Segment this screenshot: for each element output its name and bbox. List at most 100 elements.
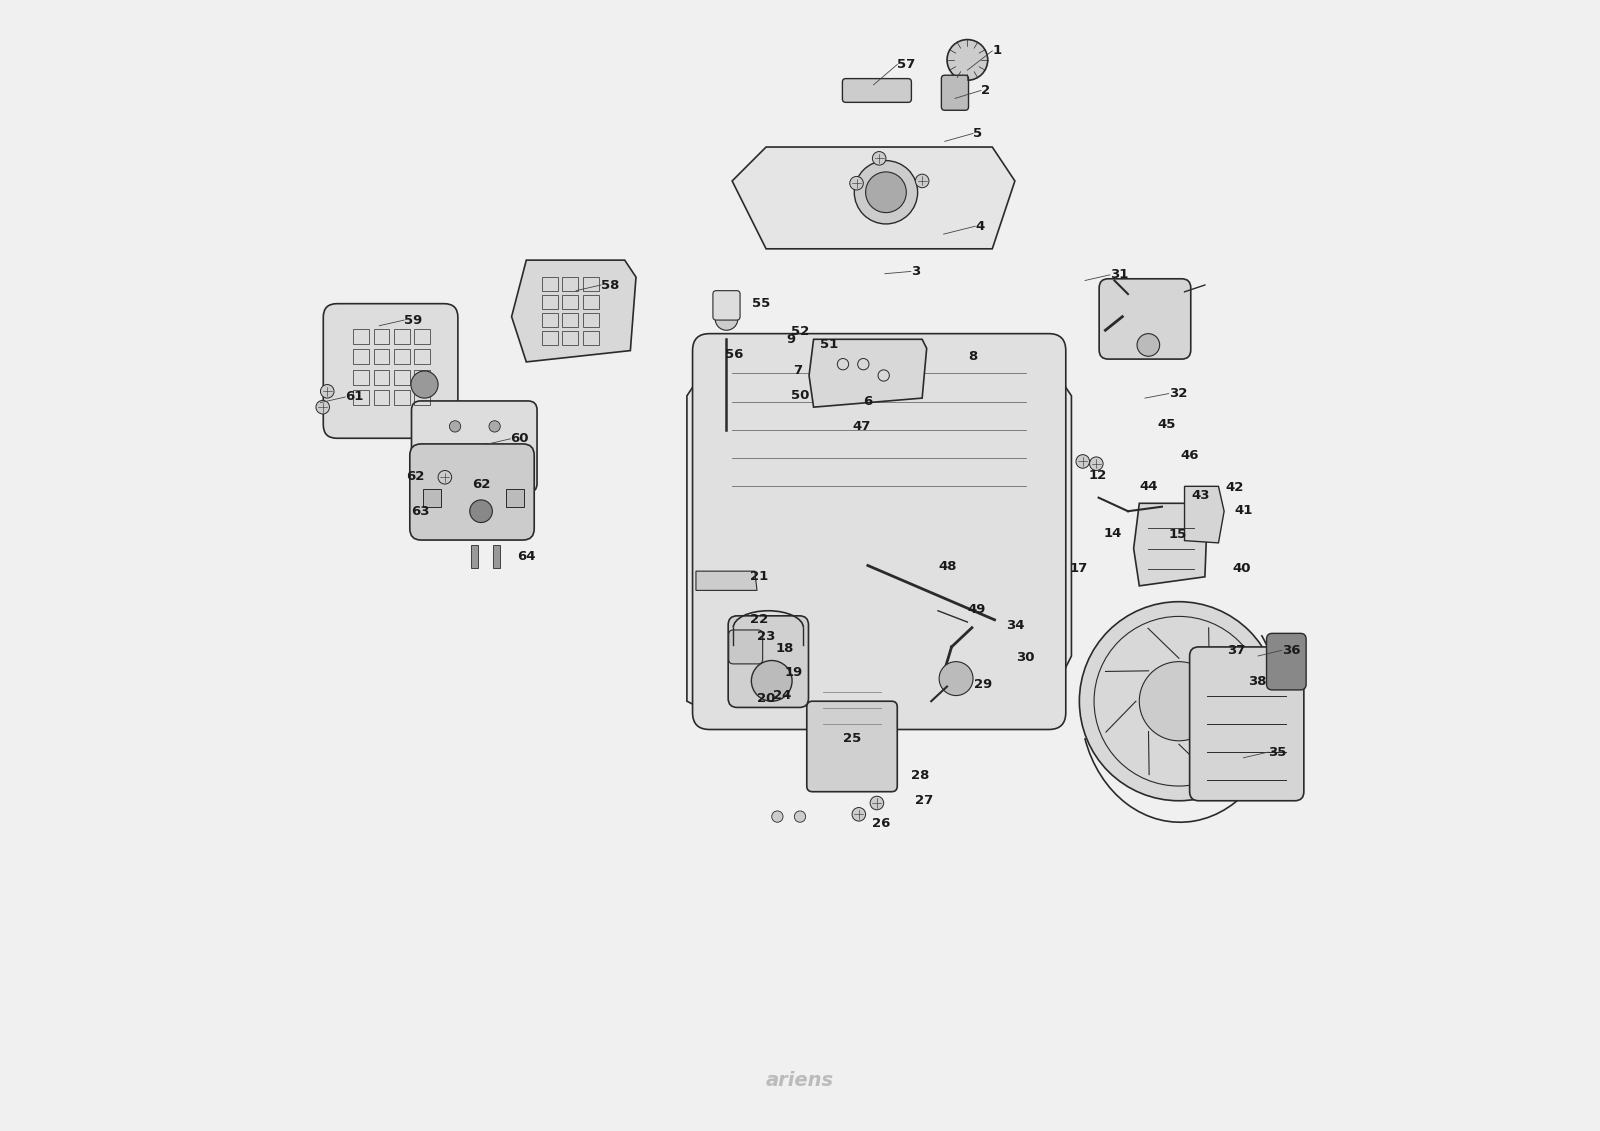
Bar <box>374 349 389 364</box>
Text: 51: 51 <box>821 338 838 352</box>
Bar <box>563 295 578 309</box>
Circle shape <box>853 808 866 821</box>
Text: 32: 32 <box>1168 387 1187 400</box>
Text: 15: 15 <box>1168 528 1187 542</box>
Text: 12: 12 <box>1088 468 1107 482</box>
Circle shape <box>947 40 987 80</box>
Text: 55: 55 <box>752 296 771 310</box>
Text: 23: 23 <box>757 630 776 644</box>
Bar <box>394 329 410 344</box>
Bar <box>582 295 598 309</box>
Text: 26: 26 <box>872 817 891 830</box>
Bar <box>394 349 410 364</box>
Bar <box>542 295 558 309</box>
Bar <box>414 370 430 385</box>
Text: ariens: ariens <box>766 1071 834 1089</box>
Text: 46: 46 <box>1181 449 1198 463</box>
Bar <box>542 313 558 327</box>
Bar <box>414 390 430 405</box>
Bar <box>563 313 578 327</box>
Circle shape <box>854 161 918 224</box>
Text: 4: 4 <box>976 219 984 233</box>
Circle shape <box>438 470 451 484</box>
Bar <box>354 370 370 385</box>
FancyBboxPatch shape <box>1099 278 1190 360</box>
Text: 59: 59 <box>405 313 422 327</box>
Circle shape <box>490 421 501 432</box>
Text: 62: 62 <box>472 477 490 491</box>
Bar <box>542 277 558 291</box>
Text: 61: 61 <box>346 390 363 404</box>
Circle shape <box>915 174 930 188</box>
Circle shape <box>872 152 886 165</box>
Text: 17: 17 <box>1069 562 1088 576</box>
Text: 50: 50 <box>790 389 810 403</box>
Circle shape <box>1138 334 1160 356</box>
Bar <box>394 370 410 385</box>
FancyBboxPatch shape <box>806 701 898 792</box>
FancyBboxPatch shape <box>728 630 763 664</box>
Text: 19: 19 <box>784 666 803 680</box>
Polygon shape <box>512 260 637 362</box>
Circle shape <box>715 308 738 330</box>
Text: 2: 2 <box>981 84 990 97</box>
Bar <box>354 329 370 344</box>
Bar <box>542 331 558 345</box>
Circle shape <box>1090 457 1102 470</box>
Text: 27: 27 <box>915 794 934 808</box>
FancyBboxPatch shape <box>843 79 912 102</box>
Bar <box>374 370 389 385</box>
Text: 43: 43 <box>1192 489 1210 502</box>
Text: 28: 28 <box>910 769 930 783</box>
Bar <box>582 313 598 327</box>
Text: 42: 42 <box>1226 481 1243 494</box>
Text: 38: 38 <box>1248 675 1266 689</box>
Polygon shape <box>696 571 757 590</box>
Text: 37: 37 <box>1227 644 1246 657</box>
Polygon shape <box>733 147 1014 249</box>
Polygon shape <box>1134 503 1206 586</box>
Text: 31: 31 <box>1110 268 1128 282</box>
Text: 18: 18 <box>774 641 794 655</box>
Bar <box>414 329 430 344</box>
Text: 63: 63 <box>411 504 429 518</box>
Bar <box>354 349 370 364</box>
Text: 58: 58 <box>602 278 619 292</box>
Text: 56: 56 <box>725 347 744 361</box>
Text: 6: 6 <box>864 395 872 408</box>
Text: 49: 49 <box>968 603 986 616</box>
Text: 30: 30 <box>1016 650 1035 664</box>
Text: 7: 7 <box>794 364 802 378</box>
Text: 62: 62 <box>406 469 424 483</box>
Text: 34: 34 <box>1006 619 1024 632</box>
Text: 60: 60 <box>510 432 530 446</box>
FancyBboxPatch shape <box>1190 647 1304 801</box>
Text: 44: 44 <box>1139 480 1158 493</box>
Bar <box>563 277 578 291</box>
Circle shape <box>939 662 973 696</box>
Text: 57: 57 <box>898 58 915 71</box>
Polygon shape <box>810 339 926 407</box>
Circle shape <box>752 661 792 701</box>
Bar <box>493 545 501 568</box>
Bar <box>354 390 370 405</box>
Bar <box>414 349 430 364</box>
Circle shape <box>315 400 330 414</box>
Circle shape <box>1075 455 1090 468</box>
Circle shape <box>411 371 438 398</box>
Text: 36: 36 <box>1282 644 1301 657</box>
Bar <box>394 390 410 405</box>
Bar <box>582 331 598 345</box>
Circle shape <box>866 172 906 213</box>
FancyBboxPatch shape <box>323 304 458 438</box>
Text: 29: 29 <box>974 677 992 691</box>
Text: 5: 5 <box>973 127 982 140</box>
Bar <box>374 329 389 344</box>
Bar <box>470 545 478 568</box>
Bar <box>374 390 389 405</box>
Circle shape <box>1139 662 1219 741</box>
Text: 25: 25 <box>843 732 861 745</box>
Text: 64: 64 <box>517 550 536 563</box>
Circle shape <box>320 385 334 398</box>
Polygon shape <box>1184 486 1224 543</box>
